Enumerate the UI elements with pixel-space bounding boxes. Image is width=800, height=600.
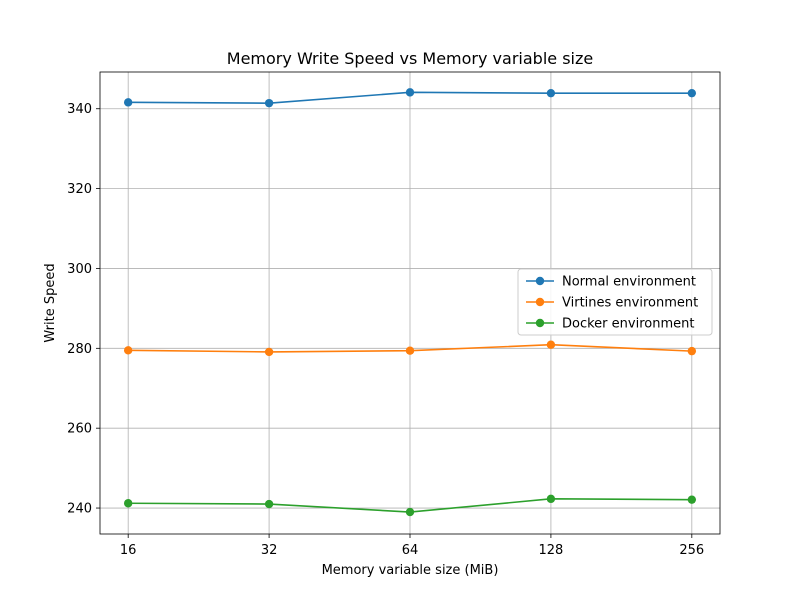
y-tick-label: 300: [67, 262, 92, 277]
data-point: [687, 88, 697, 98]
legend-item: Virtines environment: [526, 296, 698, 311]
y-tick-label: 340: [67, 102, 92, 117]
x-tick-label: 64: [402, 543, 419, 558]
x-tick-label: 128: [538, 543, 563, 558]
x-tick-label: 16: [120, 543, 137, 558]
data-point: [405, 88, 415, 97]
data-point: [264, 98, 274, 108]
series-1: [123, 88, 697, 108]
y-tick-label: 240: [67, 502, 92, 517]
series-3: [123, 494, 697, 517]
legend-item: Normal environment: [526, 275, 696, 290]
x-axis-label: Memory variable size (MiB): [322, 563, 499, 578]
series-2: [123, 340, 697, 357]
data-point: [546, 88, 556, 98]
legend-item: Docker environment: [526, 317, 694, 332]
legend-label: Docker environment: [562, 317, 694, 332]
data-point: [687, 346, 697, 356]
data-point: [264, 499, 274, 509]
legend-marker: [535, 276, 545, 286]
x-tick-label: 256: [679, 543, 704, 558]
data-point: [405, 507, 415, 517]
data-point: [264, 347, 274, 357]
data-point: [546, 340, 556, 349]
y-axis-label: Write Speed: [43, 263, 58, 342]
plot-frame: [99, 71, 721, 535]
data-point: [123, 346, 133, 355]
y-tick-label: 320: [67, 182, 92, 197]
legend-label: Normal environment: [562, 275, 696, 290]
data-point: [123, 98, 133, 107]
x-tick-label: 32: [261, 543, 278, 558]
legend-label: Virtines environment: [562, 296, 698, 311]
chart-title: Memory Write Speed vs Memory variable si…: [227, 49, 593, 68]
y-tick-label: 280: [67, 342, 92, 357]
data-point: [546, 494, 556, 504]
axes: 16 32 64 128 256 240 260 280 300 320 340: [67, 71, 721, 558]
data-point: [123, 499, 133, 508]
y-tick-label: 260: [67, 422, 92, 437]
legend: Normal environment Virtines environment Do…: [517, 268, 713, 336]
data-point: [405, 346, 415, 355]
legend-marker: [535, 297, 545, 307]
data-point: [687, 495, 697, 504]
series-layer: [123, 88, 697, 517]
legend-marker: [535, 318, 545, 328]
legend-box: [517, 268, 713, 336]
